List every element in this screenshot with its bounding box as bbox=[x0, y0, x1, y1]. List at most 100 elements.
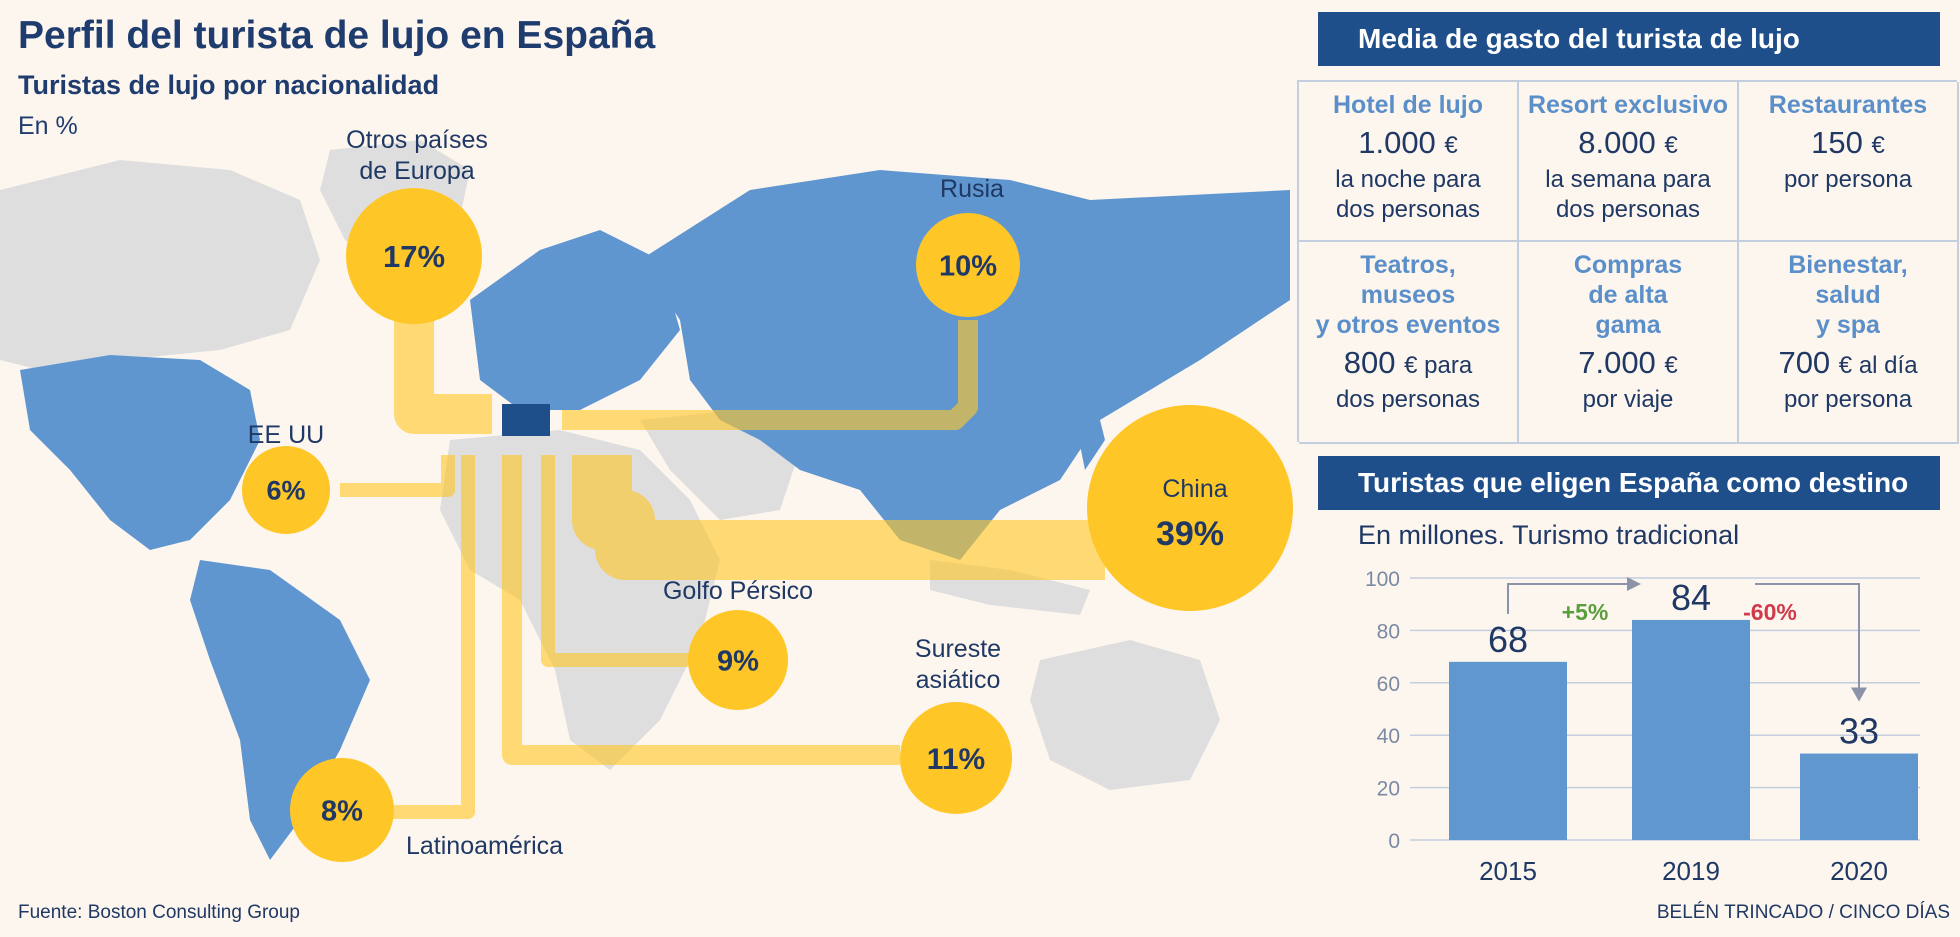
region-circle bbox=[688, 610, 788, 710]
y-tick-label: 0 bbox=[1388, 830, 1400, 853]
region-value-label: 11% bbox=[927, 743, 985, 776]
currency-symbol: € bbox=[1404, 352, 1418, 379]
currency-symbol: € bbox=[1838, 352, 1853, 379]
currency-symbol: € bbox=[1444, 132, 1458, 159]
currency-symbol: € bbox=[1664, 132, 1678, 159]
credit-note: BELÉN TRINCADO / CINCO DÍAS bbox=[1656, 902, 1950, 923]
unit-label: En % bbox=[18, 112, 78, 140]
region-bubble: 10% Rusia bbox=[916, 175, 1020, 317]
spending-grid: Hotel de lujo 1.000 € la noche para dos pe… bbox=[1297, 80, 1959, 444]
flow-europe bbox=[394, 292, 492, 434]
region-value-label: 8% bbox=[321, 795, 363, 827]
y-tick-label: 60 bbox=[1377, 673, 1400, 696]
bar bbox=[1800, 753, 1918, 840]
page-subtitle: Turistas de lujo por nacionalidad bbox=[18, 70, 440, 100]
currency-symbol: € bbox=[1664, 352, 1678, 379]
australia-shape bbox=[1030, 640, 1220, 790]
region-name-label: China bbox=[1162, 475, 1227, 503]
region-circle bbox=[900, 702, 1012, 814]
spending-category: Bienestar, salud y spa bbox=[1788, 251, 1908, 339]
flow-lines bbox=[340, 292, 1105, 819]
flow-latam bbox=[388, 455, 475, 819]
flow-china bbox=[572, 455, 1105, 580]
spending-amount-number: 800 bbox=[1343, 345, 1405, 380]
tourists-bar-chart: 0 20 40 60 80 100 68 2015 84 2019 33 2020 +5% -60% bbox=[1365, 568, 1920, 886]
spending-cell: Resort exclusivo 8.000 € la semana para do… bbox=[1519, 82, 1739, 242]
north-america-shape bbox=[20, 355, 260, 550]
region-circle bbox=[290, 758, 394, 862]
y-tick-label: 20 bbox=[1377, 778, 1400, 801]
page-title: Perfil del turista de lujo en España bbox=[18, 14, 656, 57]
region-bubble: 17% Otros países de Europa bbox=[346, 126, 488, 324]
japan-shape bbox=[1075, 400, 1105, 470]
spending-category: Resort exclusivo bbox=[1527, 91, 1729, 119]
spending-description: la noche para dos personas bbox=[1335, 166, 1481, 223]
spending-category: Compras de alta gama bbox=[1573, 251, 1683, 339]
spending-amount-number: 7.000 bbox=[1578, 345, 1665, 380]
y-tick-label: 100 bbox=[1365, 568, 1400, 591]
spending-amount: 7.000 € bbox=[1519, 344, 1737, 385]
spending-description: dos personas bbox=[1335, 386, 1481, 413]
spending-cell: Teatros, museos y otros eventos 800 € par… bbox=[1299, 242, 1519, 444]
spending-amount: 8.000 € bbox=[1519, 124, 1737, 165]
flow-sureste bbox=[502, 455, 900, 765]
spending-description: por persona bbox=[1783, 386, 1913, 413]
region-name-label: asiático bbox=[916, 666, 1001, 694]
region-value-label: 9% bbox=[717, 645, 759, 677]
spending-amount-suffix: al día bbox=[1852, 352, 1918, 379]
bar bbox=[1632, 619, 1750, 840]
spain-highlight bbox=[502, 404, 550, 436]
change-arrow bbox=[1755, 583, 1860, 692]
spending-amount: 700 € al día bbox=[1739, 344, 1957, 385]
spending-cell: Restaurantes 150 € por persona bbox=[1739, 82, 1959, 242]
spending-category: Restaurantes bbox=[1768, 91, 1928, 119]
region-circle bbox=[916, 213, 1020, 317]
bar bbox=[1449, 661, 1567, 840]
region-bubble: 6% EE UU bbox=[242, 421, 330, 534]
x-tick-label: 2019 bbox=[1662, 856, 1720, 886]
region-name-label: EE UU bbox=[248, 421, 324, 449]
change-label: -60% bbox=[1743, 599, 1797, 625]
region-value-label: 6% bbox=[266, 476, 305, 506]
region-value-label: 39% bbox=[1156, 515, 1224, 553]
change-arrowhead bbox=[1851, 687, 1867, 702]
flow-golfo bbox=[541, 455, 690, 667]
spending-amount-suffix: para bbox=[1417, 352, 1473, 379]
region-bubble: 9% Golfo Pérsico bbox=[663, 577, 813, 710]
bar-value-label: 84 bbox=[1671, 577, 1711, 618]
y-tick-label: 40 bbox=[1377, 725, 1400, 748]
canada-shape bbox=[0, 160, 320, 370]
bar-value-label: 68 bbox=[1488, 619, 1528, 660]
spending-amount-number: 8.000 bbox=[1578, 125, 1665, 160]
spending-cell: Compras de alta gama 7.000 € por viaje bbox=[1519, 242, 1739, 444]
spending-description: por viaje bbox=[1582, 386, 1674, 413]
spending-header: Media de gasto del turista de lujo bbox=[1318, 12, 1940, 66]
south-america-shape bbox=[190, 560, 370, 860]
spending-description: por persona bbox=[1783, 166, 1913, 193]
bar-value-label: 33 bbox=[1839, 711, 1879, 752]
region-bubble: 39% China bbox=[1087, 405, 1293, 611]
spending-amount: 150 € bbox=[1739, 124, 1957, 165]
x-tick-label: 2020 bbox=[1830, 856, 1888, 886]
change-arrow bbox=[1507, 583, 1631, 614]
region-value-label: 17% bbox=[383, 239, 445, 274]
region-name-label: Latinoamérica bbox=[406, 832, 563, 860]
spending-cell: Bienestar, salud y spa 700 € al día por pe… bbox=[1739, 242, 1959, 444]
region-bubble: 8% Latinoamérica bbox=[290, 758, 563, 862]
spending-amount: 1.000 € bbox=[1299, 124, 1517, 165]
region-circle bbox=[1087, 405, 1293, 611]
flow-usa bbox=[340, 455, 455, 497]
spending-description: la semana para dos personas bbox=[1545, 166, 1711, 223]
change-label: +5% bbox=[1562, 599, 1609, 625]
region-name-label: de Europa bbox=[359, 157, 474, 185]
spending-amount-number: 700 bbox=[1778, 345, 1839, 380]
world-map: 17% Otros países de Europa 10% Rusia 6% EE UU 3… bbox=[0, 126, 1293, 862]
flow-russia bbox=[562, 320, 978, 430]
currency-symbol: € bbox=[1871, 132, 1885, 159]
region-name-label: Sureste bbox=[915, 635, 1001, 663]
spending-cell: Hotel de lujo 1.000 € la noche para dos pe… bbox=[1299, 82, 1519, 242]
region-name-label: Golfo Pérsico bbox=[663, 577, 813, 605]
region-name-label: Otros países bbox=[346, 126, 488, 154]
x-tick-label: 2015 bbox=[1479, 856, 1537, 886]
